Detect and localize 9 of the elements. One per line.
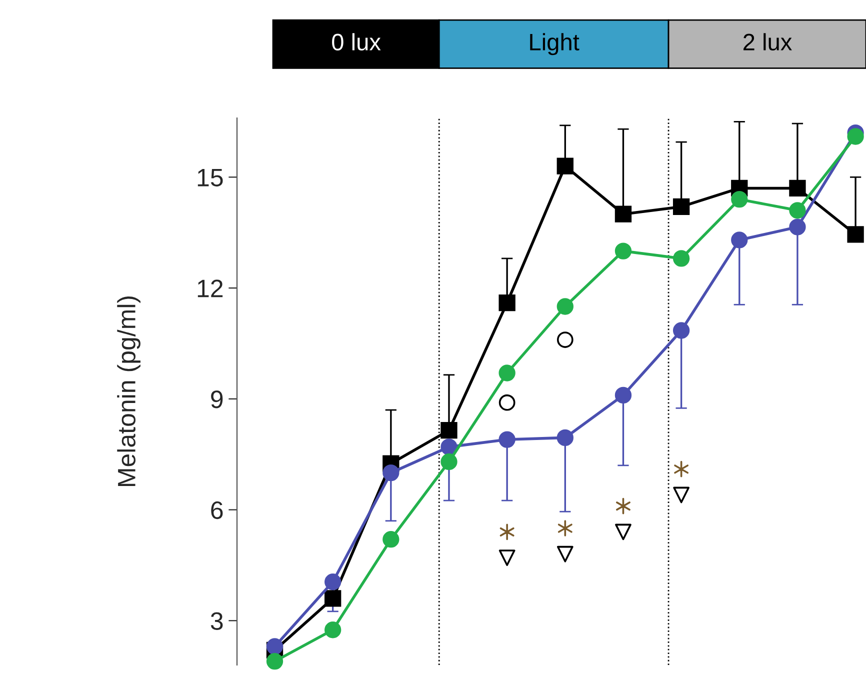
y-tick-label: 9 [211,390,223,408]
y-tick-label: 6 [211,501,223,520]
y-tick-label: 15 [198,168,223,186]
y-axis-title: Melatonin (pg/ml) [117,296,140,486]
text: Light [530,33,580,56]
text: 0 lux [332,33,381,50]
y-tick-label: 12 [198,280,223,298]
text: 2 lux [744,33,792,50]
y-tick-label: 3 [210,612,223,630]
